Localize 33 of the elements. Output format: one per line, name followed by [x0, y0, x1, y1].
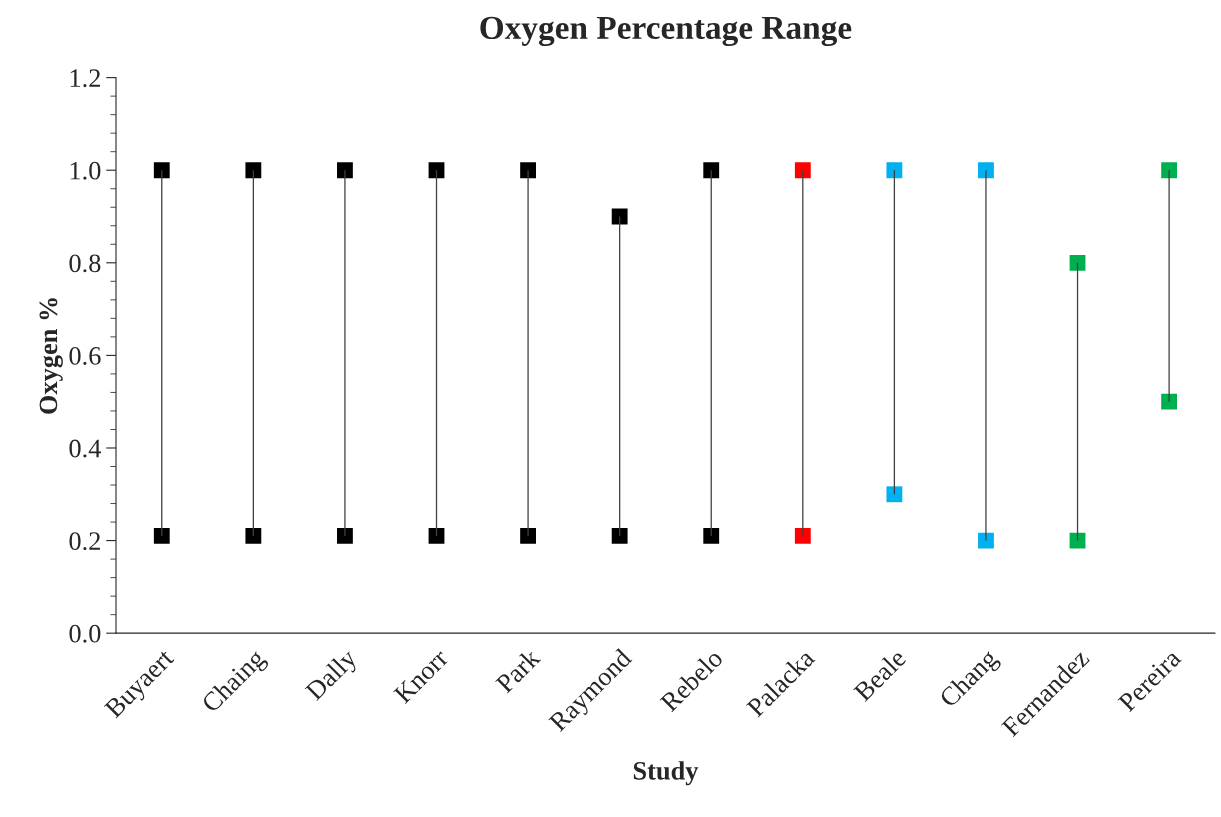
point — [153, 162, 170, 179]
chart-title: Oxygen Percentage Range — [480, 16, 852, 47]
point — [886, 162, 903, 179]
point — [794, 162, 811, 179]
point — [520, 162, 536, 179]
y-tick-label: 1.2 — [70, 69, 100, 88]
y-tick-label: 0.6 — [69, 347, 101, 365]
point — [337, 528, 353, 544]
point — [611, 528, 628, 544]
point — [611, 208, 628, 225]
point — [428, 162, 445, 179]
y-tick-label: 0.4 — [69, 439, 101, 458]
y-tick-label: 0.2 — [69, 532, 100, 551]
point — [428, 528, 445, 544]
point — [337, 162, 353, 179]
x-tick-label: Park — [494, 647, 542, 694]
point — [245, 528, 262, 544]
point — [703, 162, 720, 179]
point — [886, 486, 903, 503]
y-tick-label: 0.8 — [69, 254, 101, 273]
x-axis-title: Study — [633, 761, 699, 786]
point — [794, 528, 811, 544]
point — [1161, 393, 1178, 410]
point — [245, 162, 262, 179]
point — [1161, 162, 1178, 179]
point — [703, 528, 720, 544]
point — [1069, 254, 1086, 271]
y-tick-label: 0.0 — [69, 624, 101, 643]
point — [978, 162, 994, 179]
point — [520, 528, 536, 544]
point — [153, 528, 170, 544]
y-axis-title: Oxygen % — [39, 298, 63, 414]
y-tick-label: 1.0 — [70, 161, 101, 180]
